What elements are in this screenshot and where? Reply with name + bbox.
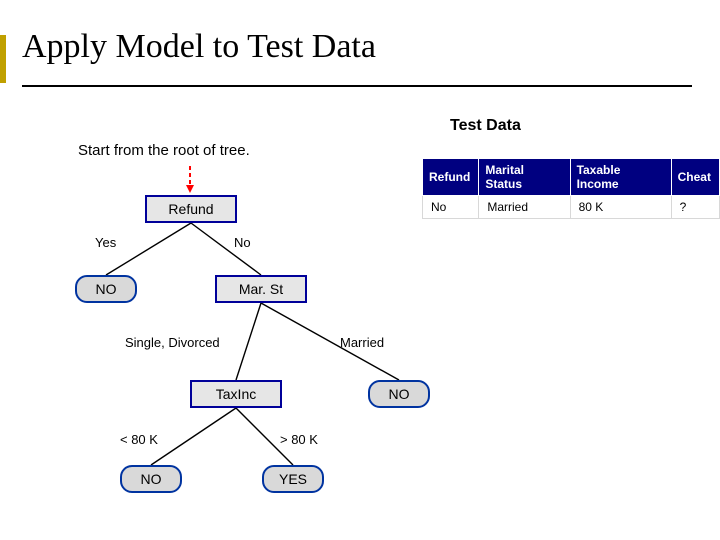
page-title: Apply Model to Test Data xyxy=(22,28,376,66)
edge-label: No xyxy=(234,235,251,250)
tree-node-refund: Refund xyxy=(145,195,237,223)
tree-node-no3: NO xyxy=(120,465,182,493)
table-header-cell: Taxable Income xyxy=(570,159,671,196)
table-header-cell: Marital Status xyxy=(479,159,570,196)
title-underline xyxy=(22,85,692,87)
table-header-row: RefundMarital StatusTaxable IncomeCheat xyxy=(423,159,720,196)
edge-label: Single, Divorced xyxy=(125,335,220,350)
test-data-table: RefundMarital StatusTaxable IncomeCheat … xyxy=(422,158,720,219)
tree-edges-svg xyxy=(0,0,720,540)
tree-node-no1: NO xyxy=(75,275,137,303)
table-header-cell: Cheat xyxy=(671,159,719,196)
table-row: NoMarried80 K? xyxy=(423,196,720,219)
table-header-cell: Refund xyxy=(423,159,479,196)
table-cell: Married xyxy=(479,196,570,219)
table-cell: 80 K xyxy=(570,196,671,219)
caption-text: Start from the root of tree. xyxy=(78,142,250,159)
tree-node-yes: YES xyxy=(262,465,324,493)
table-cell: No xyxy=(423,196,479,219)
edge-label: Yes xyxy=(95,235,116,250)
tree-node-taxinc: TaxInc xyxy=(190,380,282,408)
title-accent-bar xyxy=(0,35,6,83)
table-cell: ? xyxy=(671,196,719,219)
tree-node-marst: Mar. St xyxy=(215,275,307,303)
tree-node-no2: NO xyxy=(368,380,430,408)
edge-label: Married xyxy=(340,335,384,350)
edge-label: > 80 K xyxy=(280,432,318,447)
slide: Apply Model to Test Data Test Data Start… xyxy=(0,0,720,540)
edge-label: < 80 K xyxy=(120,432,158,447)
test-data-heading: Test Data xyxy=(450,117,521,135)
